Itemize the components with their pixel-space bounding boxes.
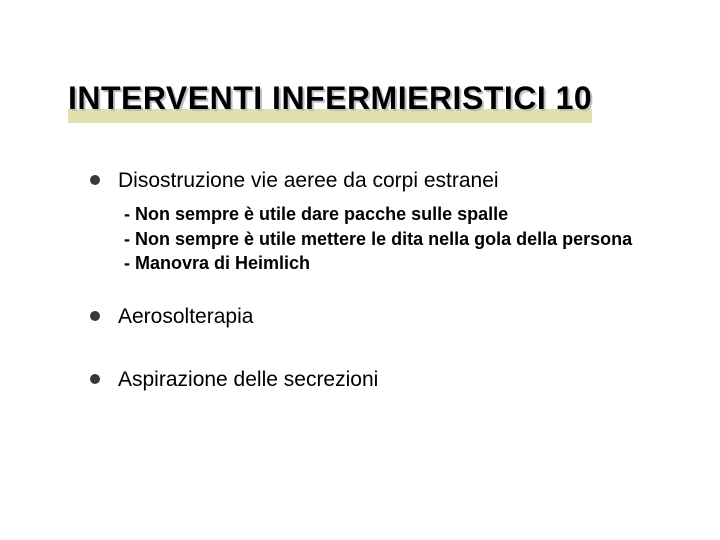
sub-item: - Non sempre è utile mettere le dita nel…: [124, 227, 670, 251]
item-text: Disostruzione vie aeree da corpi estrane…: [118, 167, 499, 194]
list-item: Aerosolterapia: [90, 303, 670, 330]
list-item: Disostruzione vie aeree da corpi estrane…: [90, 167, 670, 194]
slide: INTERVENTI INFERMIERISTICI 10 INTERVENTI…: [0, 0, 720, 540]
title-block: INTERVENTI INFERMIERISTICI 10 INTERVENTI…: [68, 80, 592, 117]
bullet-icon: [90, 175, 100, 185]
spacer: [90, 338, 670, 366]
sub-item: - Manovra di Heimlich: [124, 251, 670, 275]
slide-title: INTERVENTI INFERMIERISTICI 10: [68, 80, 592, 116]
item-text: Aspirazione delle secrezioni: [118, 366, 378, 393]
sub-list: - Non sempre è utile dare pacche sulle s…: [124, 202, 670, 275]
slide-body: Disostruzione vie aeree da corpi estrane…: [50, 167, 670, 394]
bullet-icon: [90, 311, 100, 321]
sub-item: - Non sempre è utile dare pacche sulle s…: [124, 202, 670, 226]
list-item: Aspirazione delle secrezioni: [90, 366, 670, 393]
bullet-icon: [90, 374, 100, 384]
item-text: Aerosolterapia: [118, 303, 253, 330]
